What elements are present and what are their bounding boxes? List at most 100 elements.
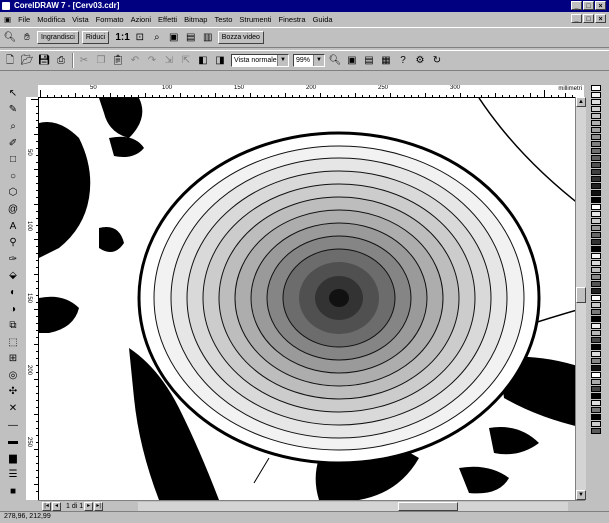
color-swatch[interactable] (591, 162, 601, 168)
vertical-scrollbar[interactable]: ▲ ▼ (575, 97, 586, 500)
toolbar-icon[interactable]: ▤ (364, 54, 374, 66)
menu-bitmap[interactable]: Bitmap (184, 15, 208, 24)
dock-icon[interactable]: ▦ (381, 54, 391, 66)
shape-tool-icon[interactable]: ✎ (8, 104, 18, 116)
color-swatch[interactable] (591, 330, 601, 336)
color-swatch[interactable] (591, 176, 601, 182)
export-icon[interactable]: ⇱ (181, 54, 191, 66)
zoom-in-button[interactable]: Ingrandisci (37, 31, 79, 44)
color-swatch[interactable] (591, 260, 601, 266)
doc-close-button[interactable]: × (595, 14, 606, 23)
menu-effetti[interactable]: Effetti (158, 15, 178, 24)
zoom-hand-icon[interactable]: ✋︎ (24, 31, 30, 43)
new-icon[interactable]: 🗋︎ (5, 54, 15, 66)
outline-width-icon[interactable]: ▬ (8, 436, 18, 448)
color-swatch[interactable] (591, 225, 601, 231)
chevron-down-icon[interactable]: ▼ (277, 55, 288, 66)
color-swatch[interactable] (591, 99, 601, 105)
doc-icon[interactable]: ▣ (4, 15, 12, 24)
color-swatch[interactable] (591, 386, 601, 392)
prev-page-icon[interactable]: ◂ (52, 502, 61, 511)
horizontal-ruler[interactable]: 50 100 150 200 250 300 millimetri (38, 85, 584, 98)
redo-icon[interactable]: ↷ (147, 54, 157, 66)
color-swatch[interactable] (591, 267, 601, 273)
open-icon[interactable]: 📂︎ (20, 54, 34, 66)
cut-icon[interactable]: ✂ (79, 54, 89, 66)
color-swatch[interactable] (591, 316, 601, 322)
color-swatch[interactable] (591, 204, 601, 210)
color-swatch[interactable] (591, 281, 601, 287)
contour-tool-icon[interactable]: ◎ (8, 369, 18, 381)
color-swatch[interactable] (591, 232, 601, 238)
ellipse-tool-icon[interactable]: ○ (9, 170, 17, 182)
color-swatch[interactable] (591, 414, 601, 420)
last-page-icon[interactable]: ▸| (94, 502, 104, 511)
doc-minimize-button[interactable]: _ (571, 14, 582, 23)
color-swatch[interactable] (591, 190, 601, 196)
color-swatch[interactable] (591, 393, 601, 399)
menu-guida[interactable]: Guida (312, 15, 333, 24)
horizontal-scroll-thumb[interactable] (398, 502, 458, 511)
app-icon[interactable] (2, 2, 10, 10)
vertical-ruler[interactable]: 50 100 150 200 250 (26, 97, 39, 500)
spiral-tool-icon[interactable]: @ (7, 203, 19, 215)
color-swatch[interactable] (591, 246, 601, 252)
color-swatch[interactable] (591, 302, 601, 308)
zoom-tool-icon[interactable]: ⌕ (10, 120, 16, 132)
rectangle-tool-icon[interactable]: □ (9, 154, 17, 166)
zoom-page-icon[interactable]: ▤ (186, 31, 196, 43)
color-swatch[interactable] (591, 253, 601, 259)
color-swatch[interactable] (591, 309, 601, 315)
doc-maximize-button[interactable]: □ (583, 14, 594, 23)
color-swatch[interactable] (591, 274, 601, 280)
print-icon[interactable]: ⎙ (57, 54, 65, 66)
corel-online-icon[interactable]: ◨ (215, 54, 225, 66)
color-swatch[interactable] (591, 197, 601, 203)
vertical-scroll-thumb[interactable] (576, 287, 586, 303)
view-mode-select[interactable]: Vista normale ▼ (231, 54, 289, 67)
menu-formato[interactable]: Formato (95, 15, 124, 24)
menu-testo[interactable]: Testo (214, 15, 233, 24)
zoom-all-icon[interactable]: ▣ (169, 31, 179, 43)
zoom-magnify-icon[interactable]: ⌕ (153, 31, 160, 43)
polygon-tool-icon[interactable]: ⬡ (8, 187, 18, 199)
app-launcher-icon[interactable]: ◧ (198, 54, 208, 66)
options-icon[interactable]: ⚙ (415, 54, 425, 66)
save-icon[interactable]: 💾︎ (37, 54, 51, 66)
color-swatch[interactable] (591, 337, 601, 343)
zoom-width-icon[interactable]: ▥ (203, 31, 213, 43)
color-swatch[interactable] (591, 323, 601, 329)
color-swatch[interactable] (591, 183, 601, 189)
paste-icon[interactable]: 📋︎ (111, 54, 125, 66)
undo-icon[interactable]: ↶ (130, 54, 140, 66)
scroll-up-arrow-icon[interactable]: ▲ (576, 97, 586, 107)
color-swatch[interactable] (591, 358, 601, 364)
menu-finestra[interactable]: Finestra (278, 15, 306, 24)
color-swatch[interactable] (591, 344, 601, 350)
color-swatch[interactable] (591, 218, 601, 224)
help-icon[interactable]: ? (400, 54, 406, 66)
color-swatch[interactable] (591, 211, 601, 217)
black-fill-icon[interactable]: ■ (9, 486, 17, 498)
chevron-down-icon[interactable]: ▼ (313, 55, 324, 66)
extrude-tool-icon[interactable]: ⬚ (8, 336, 18, 348)
horizontal-scrollbar[interactable] (138, 502, 568, 511)
color-swatch[interactable] (591, 92, 601, 98)
color-swatch[interactable] (591, 120, 601, 126)
pick-tool-icon[interactable]: ↖ (8, 87, 18, 99)
menu-file[interactable]: File (18, 15, 31, 24)
color-swatch[interactable] (591, 85, 601, 91)
color-swatch[interactable] (591, 148, 601, 154)
drawing-canvas[interactable] (39, 98, 584, 500)
color-swatch[interactable] (591, 288, 601, 294)
zoom-selection-icon[interactable]: ⊡ (135, 31, 144, 43)
fill-tool-icon[interactable]: ⬙ (9, 270, 17, 282)
zoom-icon[interactable]: 🔍︎ (3, 31, 17, 43)
refresh-icon[interactable]: ↻ (432, 54, 442, 66)
color-swatch[interactable] (591, 428, 601, 434)
distort-tool-icon[interactable]: ✣ (8, 386, 18, 398)
scroll-down-arrow-icon[interactable]: ▼ (576, 490, 586, 500)
draft-view-button[interactable]: Bozza video (217, 31, 264, 44)
copy-icon[interactable]: ❐ (96, 54, 106, 66)
color-swatch[interactable] (591, 372, 601, 378)
